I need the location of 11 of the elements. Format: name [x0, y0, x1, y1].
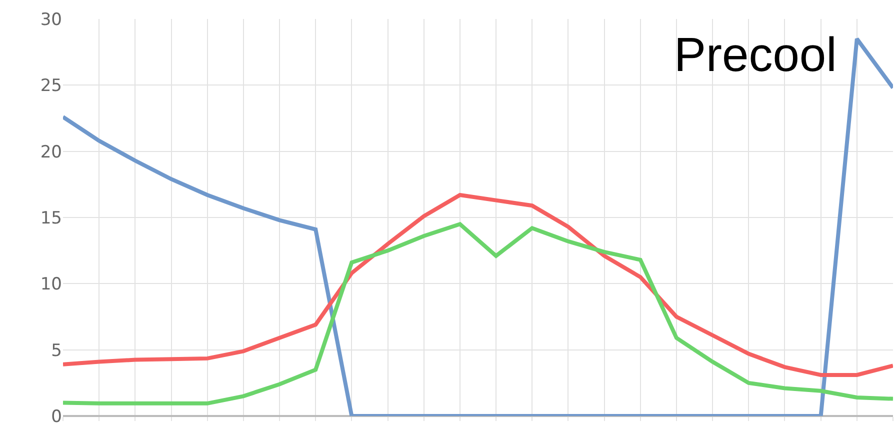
y-tick-label: 30 — [40, 10, 62, 30]
y-tick-label: 15 — [40, 208, 62, 228]
annotation: Precool — [674, 29, 837, 82]
y-tick-label: 10 — [40, 274, 62, 295]
line-series — [63, 193, 893, 377]
y-tick-label: 5 — [51, 340, 62, 361]
line-series — [63, 36, 893, 416]
y-tick-label: 25 — [40, 76, 62, 96]
line-series — [63, 222, 893, 406]
y-tick-label: 0 — [51, 406, 62, 427]
y-tick-label: 20 — [40, 142, 62, 162]
